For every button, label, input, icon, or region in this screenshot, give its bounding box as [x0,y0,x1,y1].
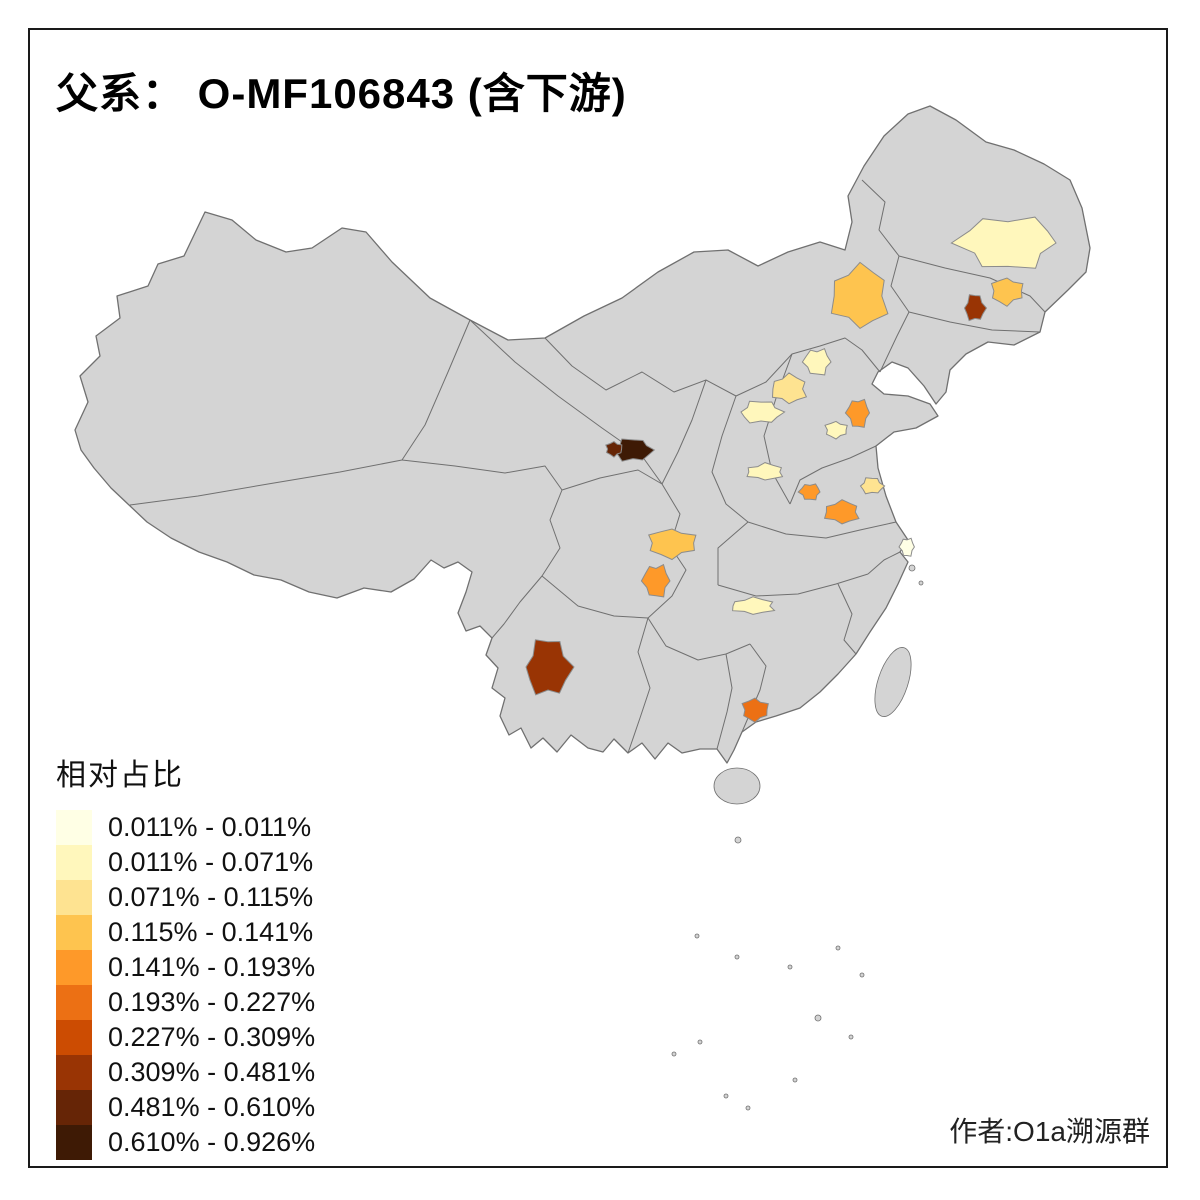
map-region [525,639,575,696]
legend-item: 0.610% - 0.926% [56,1125,315,1160]
map-title: 父系： O-MF106843 (含下游) [56,70,627,117]
map-region [740,400,786,424]
legend-swatch [56,1125,92,1160]
legend: 相对占比 0.011% - 0.011% 0.011% - 0.071% 0.071… [56,750,315,1160]
map-region [771,372,808,405]
legend-swatch [56,950,92,985]
map-region [950,216,1057,269]
legend-item: 0.115% - 0.141% [56,915,315,950]
map-region [990,277,1024,307]
legend-label: 0.610% - 0.926% [108,1127,316,1157]
legend-swatch [56,880,92,915]
legend-item: 0.227% - 0.309% [56,1020,315,1055]
map-region [830,261,889,330]
map-region [898,537,915,557]
map-region [823,499,860,525]
legend-label: 0.227% - 0.309% [108,1022,316,1052]
map-region [746,462,784,481]
legend-swatch [56,1055,92,1090]
legend-item: 0.141% - 0.193% [56,950,315,985]
legend-item: 0.011% - 0.071% [56,845,315,880]
legend-swatch [56,810,92,845]
legend-item: 0.193% - 0.227% [56,985,315,1020]
map-region [824,420,848,440]
taiwan-island [874,647,912,717]
china-mainland [74,105,1091,764]
legend-items: 0.011% - 0.011% 0.011% - 0.071% 0.071% - 0… [56,810,315,1160]
province-borders [129,179,1046,754]
legend-label: 0.011% - 0.071% [108,847,314,877]
legend-swatch [56,1090,92,1125]
map-region [844,398,871,428]
legend-swatch [56,915,92,950]
map-region [648,528,697,561]
highlighted-regions [525,216,1057,723]
south-china-sea-islands [671,564,924,1111]
map-region [732,596,776,615]
map-region [640,563,671,598]
map-region [605,441,623,458]
map-region [741,697,769,723]
legend-label: 0.115% - 0.141% [108,917,314,947]
legend-item: 0.011% - 0.011% [56,810,315,845]
hainan-island [713,767,761,805]
map-region [801,348,832,376]
legend-label: 0.011% - 0.011% [108,812,312,842]
legend-swatch [56,845,92,880]
legend-title: 相对占比 [56,759,184,792]
legend-label: 0.141% - 0.193% [108,952,316,982]
legend-swatch [56,985,92,1020]
legend-label: 0.193% - 0.227% [108,987,316,1017]
legend-item: 0.071% - 0.115% [56,880,315,915]
legend-swatch [56,1020,92,1055]
legend-item: 0.481% - 0.610% [56,1090,315,1125]
map-region [859,477,886,495]
author-credit: 作者:O1a溯源群 [949,1116,1150,1147]
map-region [963,294,988,322]
legend-label: 0.071% - 0.115% [108,882,314,912]
legend-label: 0.309% - 0.481% [108,1057,316,1087]
legend-item: 0.309% - 0.481% [56,1055,315,1090]
map-region [797,483,821,501]
legend-label: 0.481% - 0.610% [108,1092,316,1122]
